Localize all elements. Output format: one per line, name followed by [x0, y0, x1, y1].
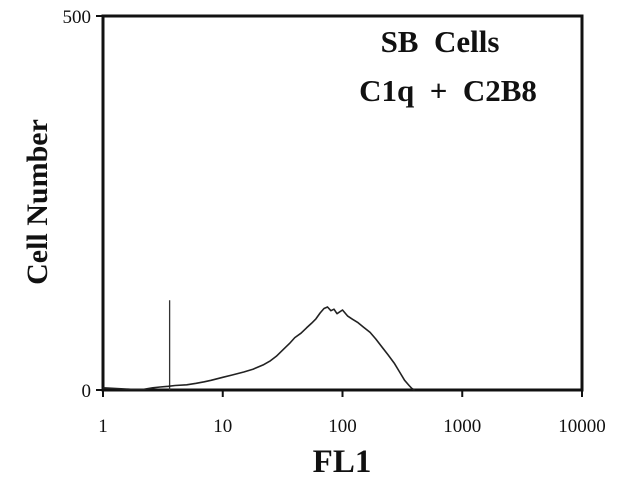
x-tick-label: 10	[213, 416, 232, 437]
annotation-treatment: C1q + C2B8	[359, 73, 537, 108]
y-tick-label: 500	[63, 7, 92, 28]
x-tick-label: 1000	[443, 416, 481, 437]
histogram-series-line	[102, 306, 415, 391]
x-tick-label: 1	[98, 416, 108, 437]
x-axis-title: FL1	[313, 444, 372, 479]
annotation-cell-type: SB Cells	[381, 24, 500, 59]
x-tick-label: 100	[328, 416, 357, 437]
y-tick-label: 0	[82, 381, 92, 402]
x-tick-label: 10000	[558, 416, 606, 437]
ticks-layer: 1 10 100 1000 10000 0 500	[63, 7, 606, 437]
y-axis-title: Cell Number	[21, 119, 54, 285]
